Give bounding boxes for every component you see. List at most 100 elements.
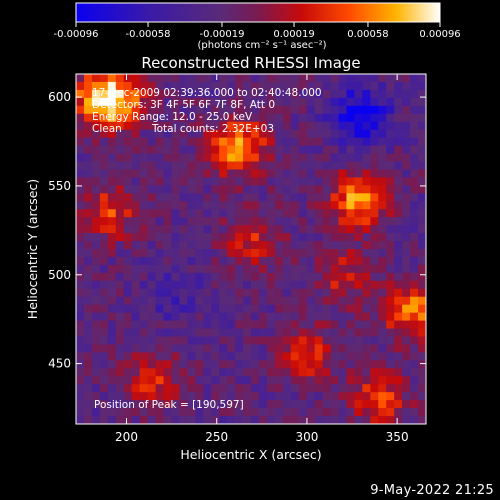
- heat-cell: [274, 209, 284, 218]
- heat-cell: [76, 296, 85, 306]
- heat-cell: [203, 169, 212, 178]
- heat-cell: [219, 360, 228, 369]
- heat-cell: [107, 280, 117, 290]
- heat-cell: [147, 193, 157, 202]
- heat-cell: [163, 288, 173, 298]
- heat-cell: [123, 256, 133, 266]
- heat-cell: [179, 97, 188, 107]
- heat-cell: [330, 177, 340, 186]
- heat-cell: [83, 344, 93, 353]
- heat-cell: [139, 105, 149, 115]
- heat-cell: [91, 185, 101, 194]
- heat-cell: [418, 113, 426, 123]
- heat-cell: [346, 74, 355, 83]
- heat-cell: [314, 201, 324, 210]
- heat-cell: [274, 392, 284, 401]
- heat-cell: [258, 209, 268, 218]
- heat-cell: [187, 217, 196, 226]
- heat-cell: [298, 113, 308, 123]
- heat-cell: [274, 153, 284, 163]
- heat-cell: [219, 320, 228, 330]
- heat-cell: [235, 81, 244, 91]
- heat-cell: [155, 105, 165, 115]
- heat-cell: [235, 217, 244, 226]
- heat-cell: [322, 193, 332, 202]
- heat-cell: [338, 185, 348, 194]
- heat-cell: [139, 97, 149, 107]
- heat-cell: [394, 129, 403, 139]
- heat-cell: [290, 161, 300, 171]
- heat-cell: [394, 177, 403, 186]
- heat-cell: [354, 81, 363, 91]
- heat-cell: [370, 249, 379, 258]
- heat-cell: [290, 296, 300, 306]
- heat-cell: [83, 272, 93, 282]
- heat-cell: [402, 416, 411, 424]
- heat-cell: [76, 209, 85, 218]
- heat-cell: [91, 336, 101, 346]
- heat-cell: [306, 177, 316, 186]
- heat-cell: [243, 296, 252, 306]
- heat-cell: [107, 209, 117, 218]
- heat-cell: [370, 392, 379, 401]
- heat-cell: [346, 233, 355, 242]
- heat-cell: [219, 249, 228, 258]
- heat-cell: [179, 352, 188, 361]
- heat-cell: [195, 296, 204, 306]
- heat-cell: [306, 296, 316, 306]
- heat-cell: [219, 209, 228, 218]
- heat-cell: [370, 384, 379, 393]
- heat-cell: [362, 97, 371, 107]
- heat-cell: [370, 129, 379, 139]
- heat-cell: [274, 185, 284, 194]
- heat-cell: [195, 416, 204, 424]
- heat-cell: [195, 153, 204, 163]
- heat-cell: [107, 249, 117, 258]
- heat-cell: [338, 105, 348, 115]
- heat-cell: [131, 241, 141, 250]
- heat-cell: [235, 145, 244, 155]
- heat-cell: [290, 352, 300, 361]
- heat-cell: [99, 344, 109, 353]
- heat-cell: [107, 113, 117, 123]
- heat-cell: [418, 272, 426, 282]
- heat-cell: [362, 121, 371, 131]
- heat-cell: [394, 201, 403, 210]
- heat-cell: [330, 384, 340, 393]
- heat-cell: [378, 241, 387, 250]
- heat-cell: [258, 81, 268, 91]
- heat-cell: [115, 384, 125, 393]
- heat-cell: [91, 352, 101, 361]
- heat-cell: [290, 169, 300, 178]
- heat-cell: [362, 264, 371, 274]
- heat-cell: [251, 105, 260, 115]
- heat-cell: [211, 312, 220, 322]
- heat-cell: [251, 209, 260, 218]
- heat-cell: [163, 161, 173, 171]
- heat-cell: [155, 121, 165, 131]
- heat-cell: [266, 256, 276, 266]
- heat-cell: [107, 217, 117, 226]
- heat-cell: [402, 352, 411, 361]
- heat-cell: [418, 145, 426, 155]
- heat-cell: [362, 225, 371, 234]
- heat-cell: [346, 89, 355, 99]
- heat-cell: [298, 408, 308, 417]
- heat-cell: [362, 336, 371, 346]
- heat-cell: [354, 185, 363, 194]
- heat-cell: [274, 312, 284, 322]
- heat-cell: [211, 89, 220, 99]
- heat-cell: [362, 376, 371, 385]
- heat-cell: [386, 264, 395, 274]
- heat-cell: [139, 233, 149, 242]
- heat-cell: [195, 288, 204, 298]
- heat-cell: [203, 336, 212, 346]
- heat-cell: [187, 256, 196, 266]
- heat-cell: [298, 368, 308, 377]
- heat-cell: [211, 81, 220, 91]
- heat-cell: [322, 233, 332, 242]
- heat-cell: [123, 185, 133, 194]
- heat-cell: [346, 121, 355, 131]
- heat-cell: [306, 225, 316, 234]
- heat-cell: [330, 368, 340, 377]
